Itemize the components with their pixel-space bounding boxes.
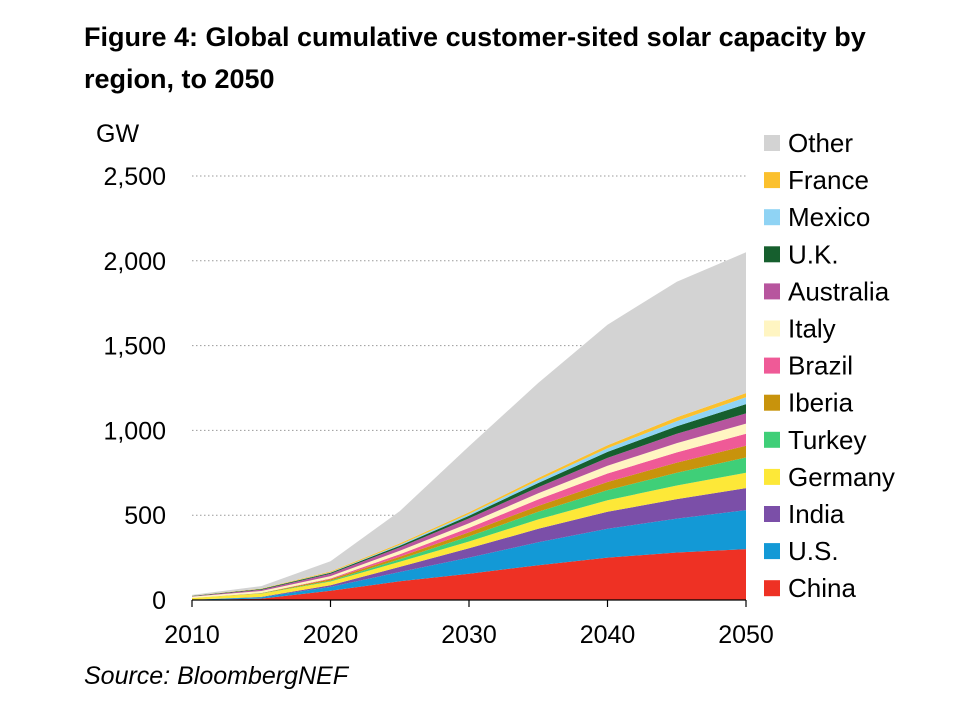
legend-label: Turkey — [788, 425, 867, 455]
source-note: Source: BloombergNEF — [84, 662, 349, 690]
area-series — [192, 252, 746, 600]
legend-label: China — [788, 573, 856, 603]
legend-label: Germany — [788, 462, 895, 492]
x-tick-label: 2050 — [718, 621, 774, 649]
area-brazil — [192, 433, 746, 598]
area-turkey — [192, 457, 746, 598]
area-iberia — [192, 445, 746, 598]
area-india — [192, 488, 746, 600]
area-italy — [192, 423, 746, 598]
y-tick-label: 2,000 — [103, 248, 166, 276]
y-tick-label: 1,000 — [103, 417, 166, 445]
legend-swatch — [764, 246, 780, 263]
legend-swatch — [764, 283, 780, 300]
legend-swatch — [764, 135, 780, 151]
x-tick-label: 2020 — [303, 621, 359, 649]
legend-swatch — [764, 580, 780, 597]
area-germany — [192, 472, 746, 600]
legend-swatch — [764, 431, 780, 448]
legend-swatch — [764, 543, 780, 560]
y-tick-label: 0 — [152, 587, 166, 615]
legend-label: Italy — [788, 314, 836, 344]
chart-title: Figure 4: Global cumulative customer-sit… — [84, 22, 866, 94]
legend: Other France Mexico U.K. Australia Italy Brazi… — [764, 128, 895, 603]
y-tick-label: 500 — [124, 502, 166, 530]
area-u-k — [192, 404, 746, 597]
area-u-s — [192, 510, 746, 600]
legend-label: India — [788, 499, 845, 529]
x-tick-label: 2010 — [164, 621, 220, 649]
legend-swatch — [764, 209, 780, 226]
legend-label: U.K. — [788, 239, 839, 269]
area-china — [192, 549, 746, 600]
y-axis-unit-label: GW — [96, 120, 140, 148]
legend-label: Iberia — [788, 388, 854, 418]
legend-swatch — [764, 506, 780, 522]
x-tick-label: 2040 — [580, 621, 636, 649]
legend-swatch — [764, 357, 780, 374]
legend-swatch — [764, 394, 780, 411]
area-france — [192, 393, 746, 596]
x-tick-label: 2030 — [441, 621, 497, 649]
legend-swatch — [764, 468, 780, 485]
area-other — [192, 252, 746, 596]
legend-label: Mexico — [788, 202, 870, 232]
legend-swatch — [764, 320, 780, 337]
legend-label: France — [788, 165, 869, 195]
legend-swatch — [764, 172, 780, 189]
y-tick-label: 2,500 — [103, 163, 166, 191]
legend-label: Australia — [788, 276, 890, 306]
y-tick-label: 1,500 — [103, 333, 166, 361]
legend-label: Brazil — [788, 351, 853, 381]
legend-label: Other — [788, 128, 853, 158]
legend-label: U.S. — [788, 536, 839, 566]
area-australia — [192, 413, 746, 597]
area-mexico — [192, 397, 746, 596]
axes: 0 500 1,000 1,500 2,000 2,500 2010 2020 2030 2040… — [103, 163, 773, 649]
